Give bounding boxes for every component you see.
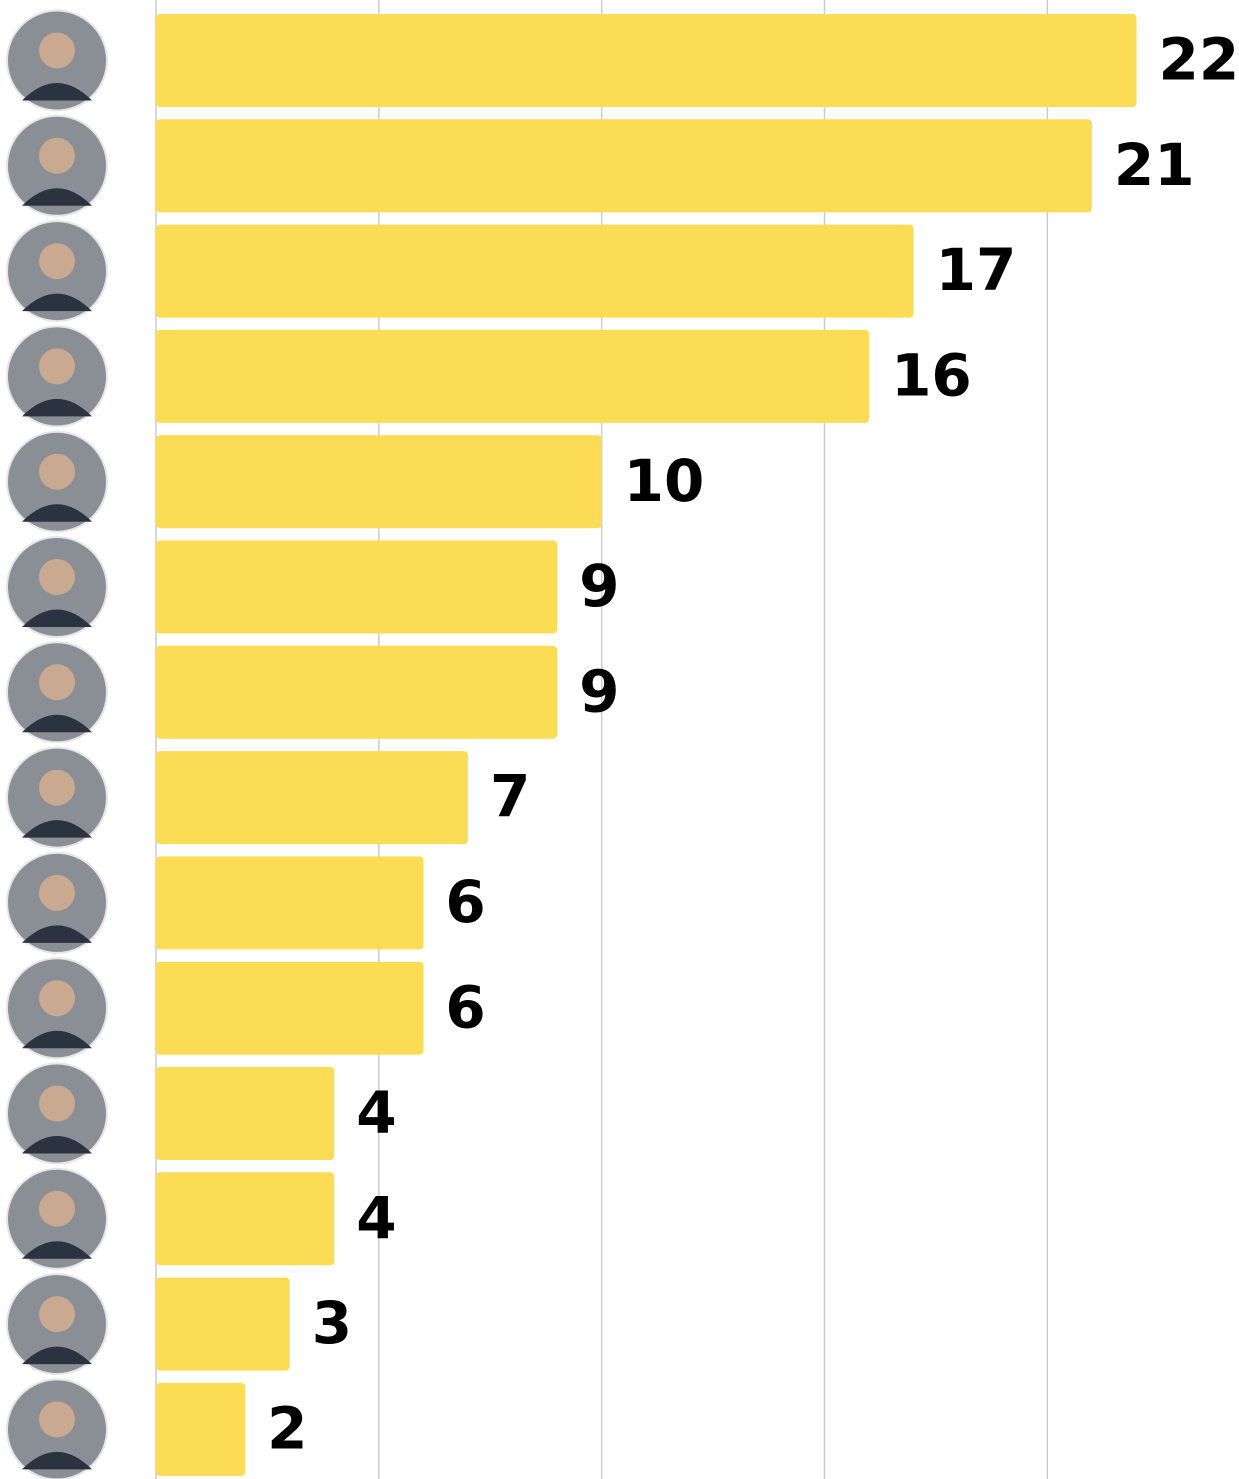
avatar-head [39, 875, 75, 911]
avatar-head [39, 770, 75, 806]
avatar-head [39, 138, 75, 174]
bar [156, 119, 1092, 212]
value-label: 10 [624, 447, 705, 515]
value-label: 3 [312, 1289, 352, 1357]
bar [156, 646, 557, 739]
value-label: 17 [936, 236, 1017, 304]
chart: 2221171610997664432 [0, 0, 1239, 1479]
value-label: 4 [356, 1184, 396, 1252]
bar [156, 435, 602, 528]
avatar-head [39, 559, 75, 595]
value-label: 9 [579, 657, 619, 725]
bar [156, 1278, 290, 1371]
avatar-head [39, 1086, 75, 1122]
bar [156, 1383, 245, 1476]
bar [156, 225, 914, 318]
avatar-head [39, 243, 75, 279]
avatar-head [39, 664, 75, 700]
bar [156, 1172, 334, 1265]
bar [156, 856, 423, 949]
bar [156, 14, 1136, 107]
bar [156, 962, 423, 1055]
avatar-head [39, 980, 75, 1016]
avatar-head [39, 1296, 75, 1332]
value-label: 22 [1158, 26, 1239, 94]
value-label: 6 [445, 973, 485, 1041]
bar [156, 330, 869, 423]
value-label: 2 [267, 1395, 307, 1463]
avatar-head [39, 1401, 75, 1437]
value-label: 6 [445, 868, 485, 936]
bar [156, 1067, 334, 1160]
value-label: 16 [891, 342, 972, 410]
value-label: 9 [579, 552, 619, 620]
value-label: 21 [1114, 131, 1195, 199]
bar [156, 751, 468, 844]
bar [156, 541, 557, 634]
avatar-head [39, 348, 75, 384]
avatar-head [39, 454, 75, 490]
avatar-head [39, 1191, 75, 1227]
value-label: 4 [356, 1079, 396, 1147]
avatar-head [39, 33, 75, 69]
value-label: 7 [490, 763, 530, 831]
